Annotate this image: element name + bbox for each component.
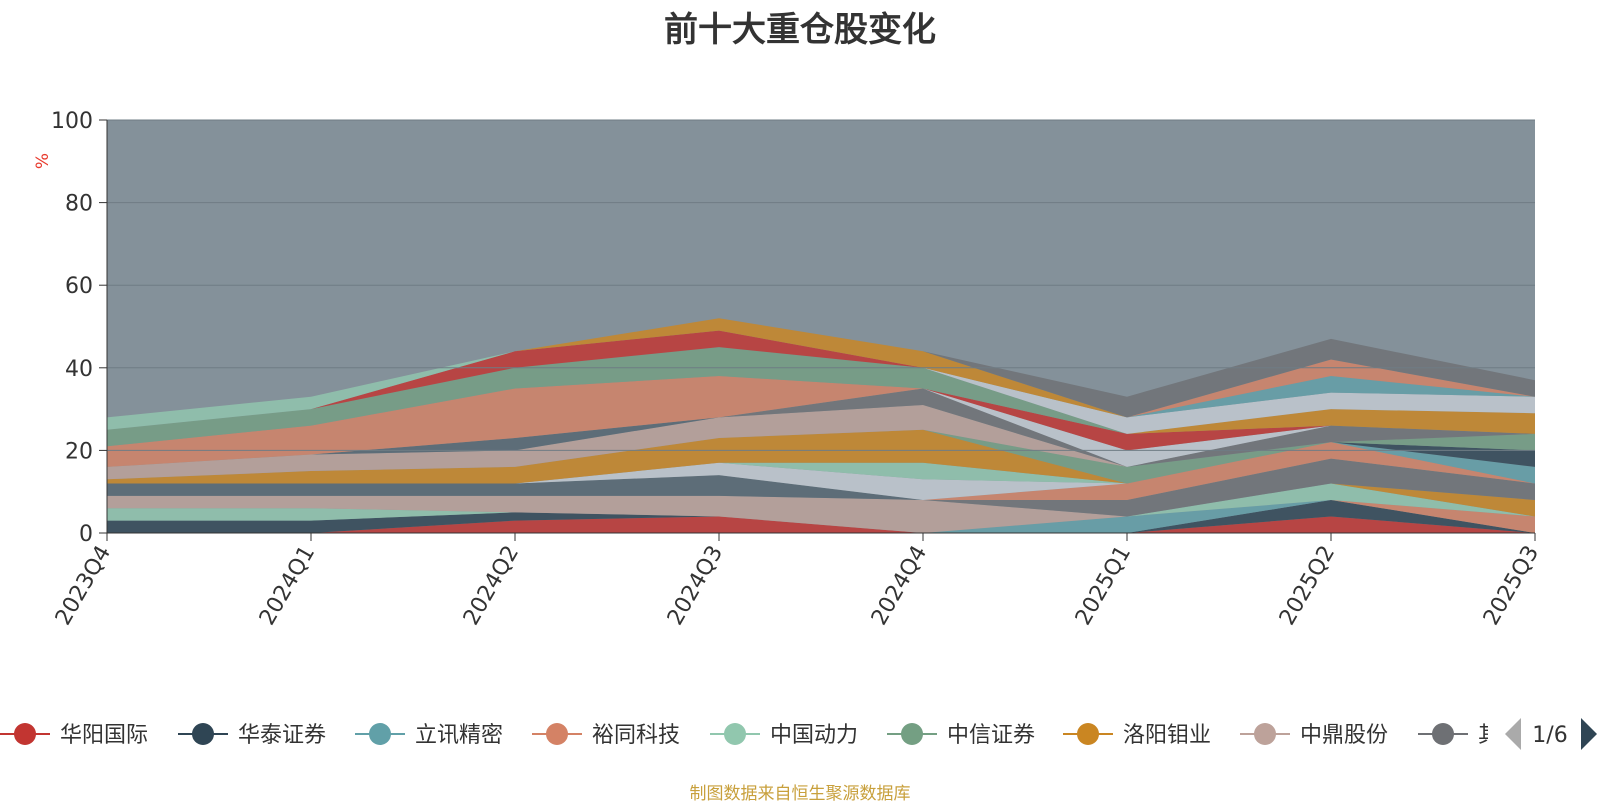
y-tick-label: 100 <box>51 109 93 134</box>
area-series-31[interactable] <box>107 330 1535 430</box>
area-series-8[interactable] <box>107 483 1535 533</box>
legend-label: 中信证券 <box>947 723 1035 748</box>
area-series-20[interactable] <box>107 388 1535 467</box>
area-series-21[interactable] <box>107 388 1535 467</box>
legend-label: 中国动力 <box>770 723 858 748</box>
area-series-16[interactable] <box>107 442 1535 484</box>
legend-item[interactable]: 中鼎股份 <box>1240 723 1388 748</box>
legend-item[interactable]: 中信证券 <box>887 723 1035 748</box>
legend-page-indicator: 1/6 <box>1532 723 1567 748</box>
legend-label: 中鼎股份 <box>1300 723 1388 748</box>
y-tick-label: 80 <box>65 192 93 217</box>
legend-item[interactable]: 洛阳钼业 <box>1063 723 1211 748</box>
x-tick-label: 2025Q2 <box>1275 542 1340 630</box>
legend-swatch-marker <box>1432 723 1454 745</box>
legend-swatch-marker <box>1077 723 1099 745</box>
legend-item[interactable]: 华阳国际 <box>0 723 148 748</box>
x-tick-label: 2024Q2 <box>459 542 524 630</box>
area-series-32[interactable] <box>107 318 1535 418</box>
x-tick-label: 2025Q3 <box>1479 542 1544 630</box>
x-tick-label: 2024Q1 <box>255 542 320 630</box>
legend-swatch-marker <box>369 723 391 745</box>
area-series-2[interactable] <box>107 499 1535 533</box>
legend-prev-page-icon[interactable] <box>1505 718 1521 750</box>
legend-label: 立讯精密 <box>415 723 503 748</box>
y-tick-label: 40 <box>65 357 93 382</box>
x-tick-label: 2024Q3 <box>663 542 728 630</box>
area-series-12[interactable] <box>107 442 1535 500</box>
legend-swatch-marker <box>1254 723 1276 745</box>
area-series-19[interactable] <box>107 404 1535 480</box>
legend-item[interactable]: 裕同科技 <box>532 723 680 748</box>
legend-label: 华泰证券 <box>238 723 326 748</box>
x-tick-label: 2024Q4 <box>867 542 932 630</box>
legend-next-page-icon[interactable] <box>1581 718 1597 750</box>
y-tick-label: 20 <box>65 439 93 464</box>
area-series-30[interactable] <box>107 330 1535 430</box>
source-note: 制图数据来自恒生聚源数据库 <box>689 784 911 804</box>
area-series-18[interactable] <box>107 429 1535 484</box>
y-tick-label: 0 <box>79 522 93 547</box>
legend-swatch-marker <box>192 723 214 745</box>
area-series-22[interactable] <box>107 388 1535 467</box>
y-tick-label: 60 <box>65 274 93 299</box>
area-series-33[interactable] <box>107 318 1535 418</box>
legend-label: 裕同科技 <box>592 723 680 748</box>
y-axis-unit-label: % <box>33 153 53 169</box>
legend-swatch-marker <box>14 723 36 745</box>
area-series-11[interactable] <box>107 458 1535 500</box>
area-series-25[interactable] <box>107 376 1535 467</box>
area-series-28[interactable] <box>107 330 1535 430</box>
legend-swatch-marker <box>546 723 568 745</box>
legend-swatch-marker <box>901 723 923 745</box>
x-tick-label: 2023Q4 <box>51 542 116 630</box>
legend-item[interactable]: 中国动力 <box>710 723 858 748</box>
area-series-27[interactable] <box>107 347 1535 434</box>
legend-swatch-marker <box>724 723 746 745</box>
legend-item[interactable]: 立讯精密 <box>355 723 503 748</box>
area-series-26[interactable] <box>107 347 1535 447</box>
area-series-3[interactable] <box>107 499 1535 533</box>
chart-canvas: 0 20 40 60 80 100 2023Q4 2024Q1 2024Q2 2024Q3 2024… <box>0 109 1597 750</box>
legend-item[interactable]: 华泰证券 <box>178 723 326 748</box>
legend-label: 洛阳钼业 <box>1123 723 1211 748</box>
area-series-24[interactable] <box>107 388 1535 467</box>
area-series-17[interactable] <box>107 429 1535 484</box>
x-tick-label: 2025Q1 <box>1071 542 1136 630</box>
chart-title: 前十大重仓股变化 <box>664 10 936 50</box>
legend-label: 华阳国际 <box>60 723 148 748</box>
area-series-9[interactable] <box>107 458 1535 517</box>
